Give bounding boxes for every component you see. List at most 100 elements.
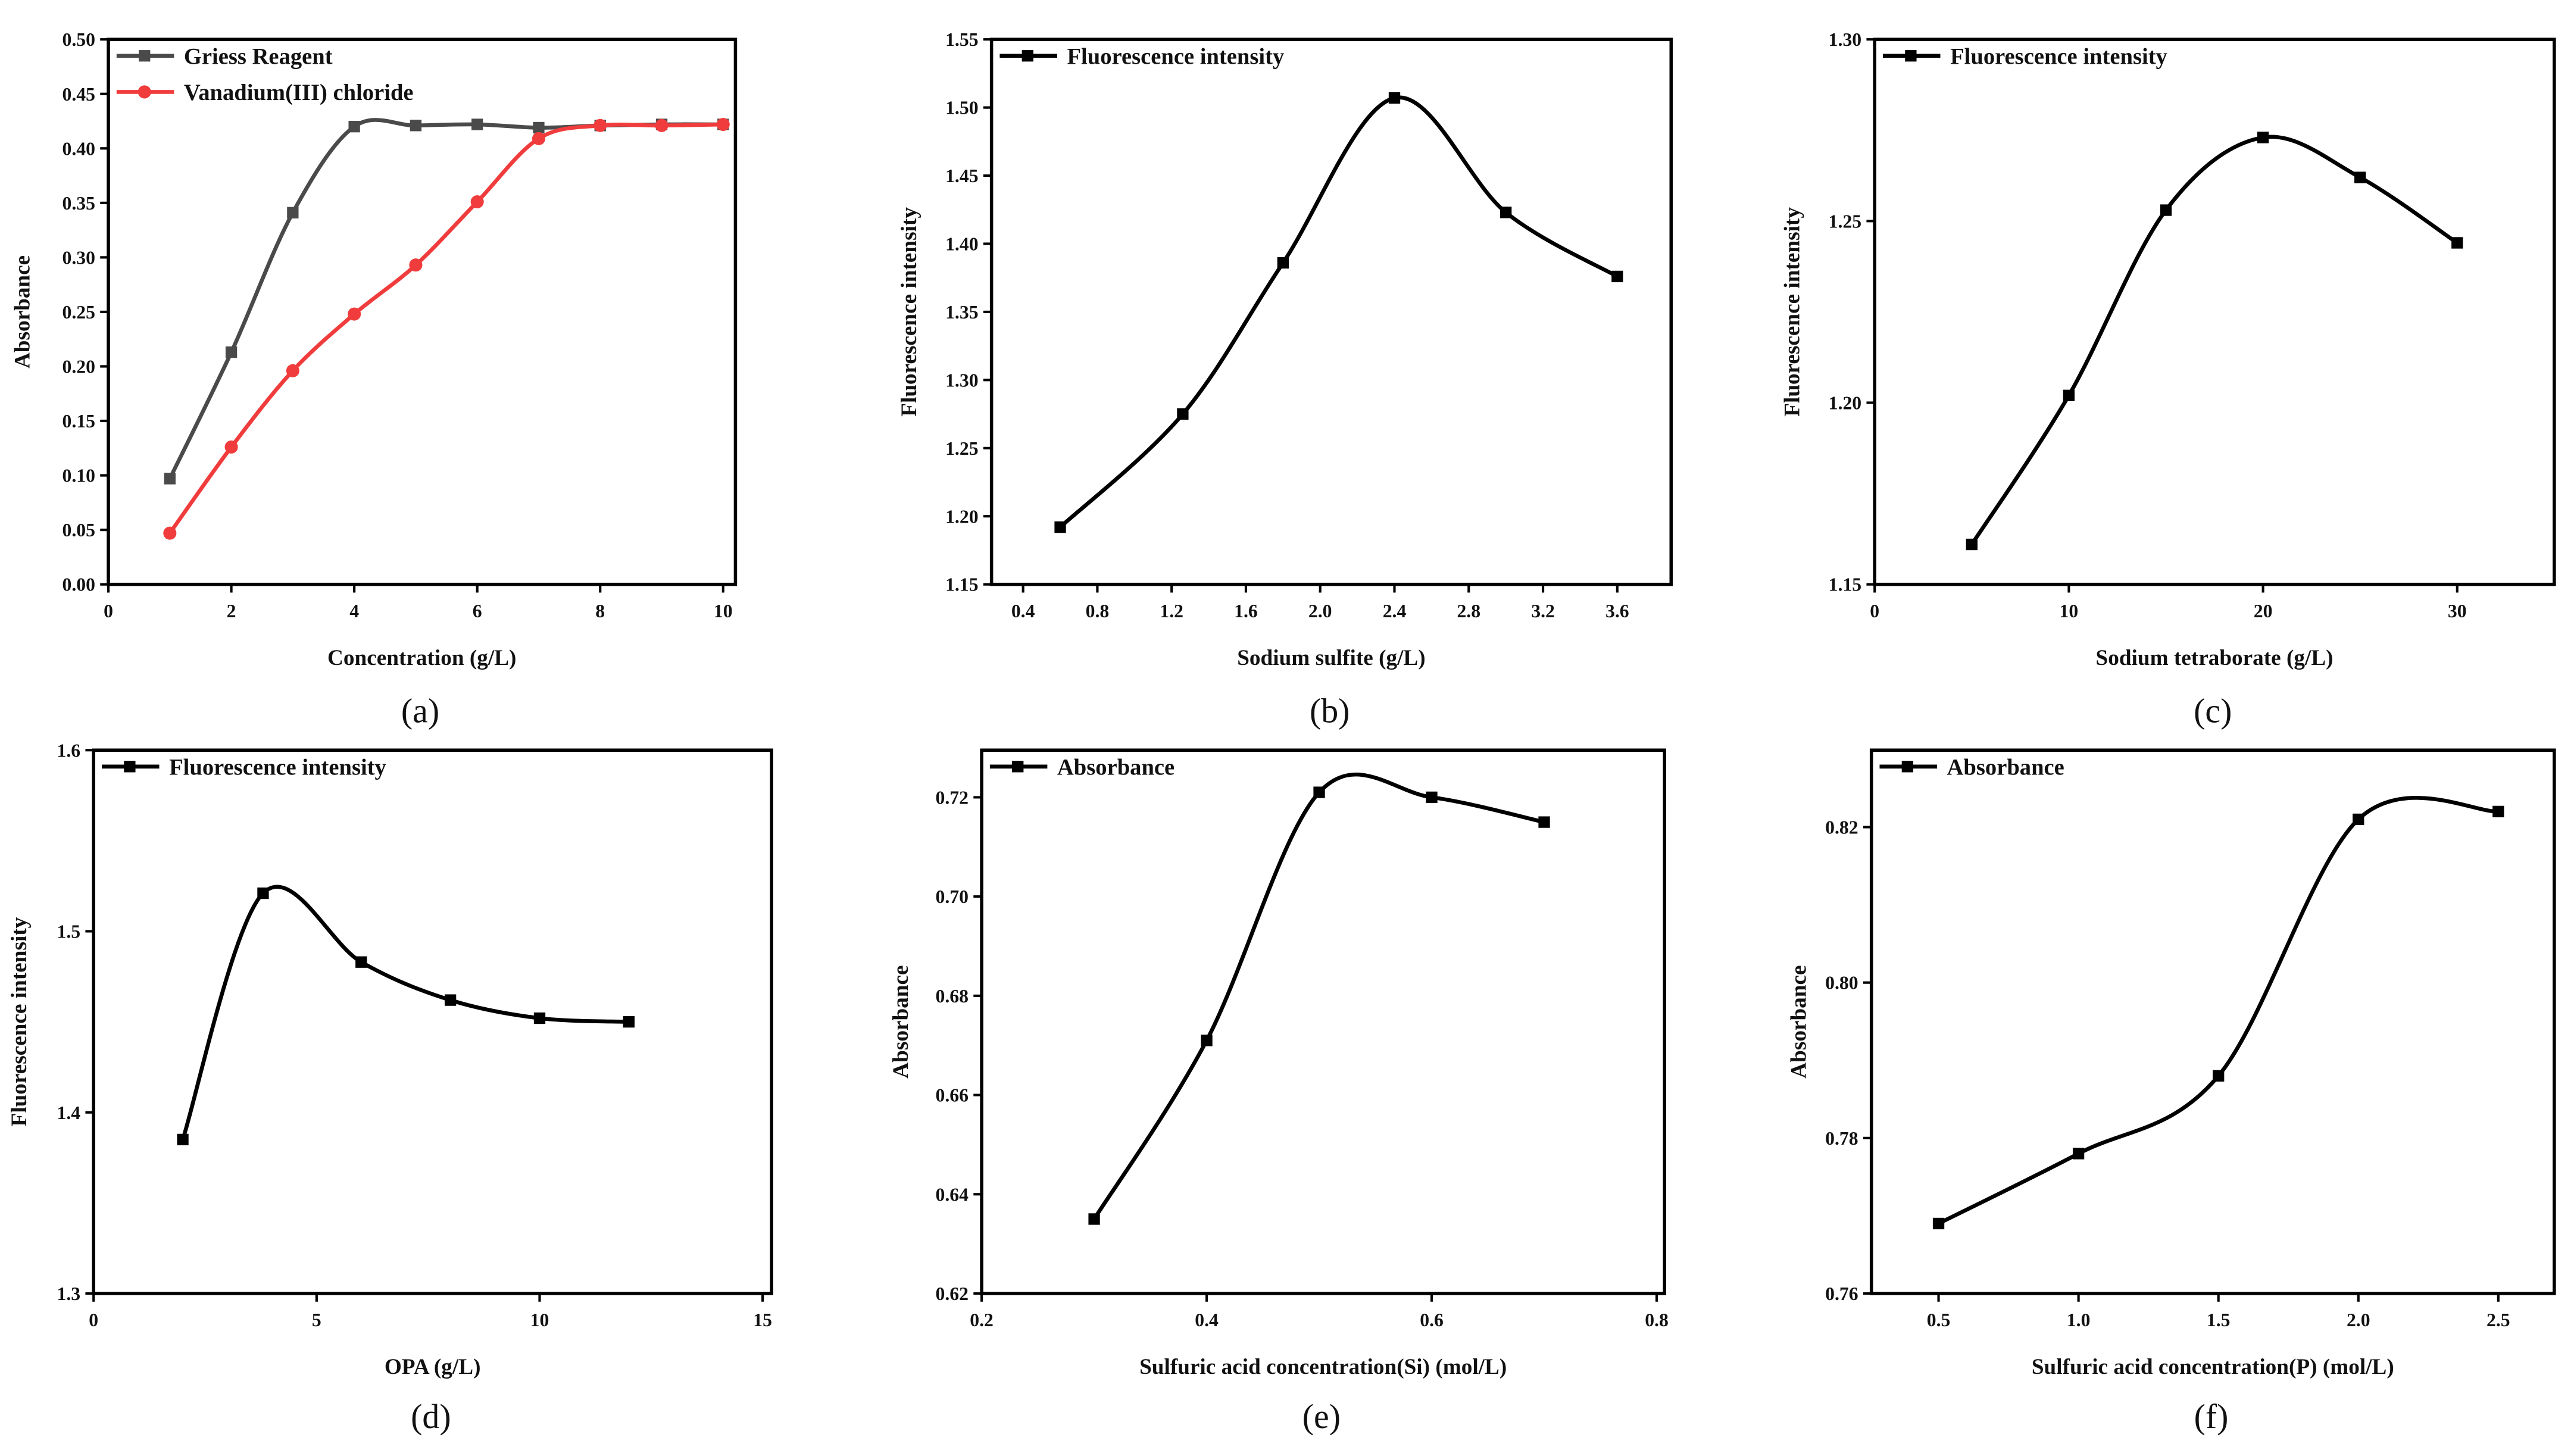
legend-label: Absorbance [1947,755,2064,780]
legend-label: Griess Reagent [184,45,333,70]
data-point [224,440,238,454]
legend-label: Vanadium(III) chloride [184,80,414,105]
data-point [2213,1070,2225,1082]
y-tick-label: 0.62 [936,1283,969,1304]
x-tick-label: 2 [227,601,236,621]
panel-label: (b) [1310,691,1350,730]
legend-label: Absorbance [1057,755,1174,780]
y-axis-title: Absorbance [1786,965,1811,1078]
x-tick-label: 5 [312,1310,321,1330]
y-tick-label: 1.30 [1829,29,1861,50]
y-tick-label: 1.4 [57,1102,81,1123]
y-tick-label: 0.80 [1825,973,1858,993]
data-point [410,120,422,132]
series-line [1092,772,1545,1220]
data-point [257,887,269,899]
y-axis-title: Absorbance [11,255,35,368]
y-tick-label: 0.70 [936,886,969,907]
data-point [1500,207,1512,218]
x-tick-label: 3.2 [1531,601,1555,621]
plot-frame [989,38,1673,586]
panel-d: 0 5 10 15 1.3 1.4 1.5 1.6 OPA (g/L) Fluorescence … [7,740,773,1436]
x-tick-label: 20 [2254,601,2273,621]
legend-marker [1905,50,1917,62]
panel-a: 0 2 4 6 8 10 0.00 0.05 0.10 0.15 0.20 0.25 0.30 0.35 0… [11,29,738,730]
data-point [1088,1213,1100,1225]
data-point [163,526,177,540]
x-tick-label: 0.8 [1645,1310,1669,1330]
x-tick-label: 1.6 [1234,601,1258,621]
data-point [716,117,730,132]
data-point [533,1012,546,1024]
x-tick-label: 30 [2448,601,2467,621]
series-line [168,118,723,480]
series-fluorescence-intensity: Fluorescence intensity [102,755,635,1146]
series-absorbance: Absorbance [1879,755,2504,1230]
panel-label: (c) [2194,691,2232,730]
y-tick-label: 0.66 [936,1085,969,1106]
x-axis-title: Sodium sulfite (g/L) [1237,646,1425,670]
y-tick-label: 0.15 [62,411,95,432]
data-point [2451,237,2463,249]
x-axis-title: Sulfuric acid concentration(P) (mol/L) [2032,1355,2394,1379]
data-point [2257,132,2269,143]
x-tick-label: 3.6 [1605,601,1629,621]
x-axis-title: Sodium tetraborate (g/L) [2096,646,2334,670]
y-tick-label: 1.6 [57,740,81,761]
data-point [1277,257,1289,269]
plot-frame [1873,38,2556,586]
data-point [655,118,669,132]
y-tick-label: 0.72 [936,787,969,808]
x-tick-label: 4 [349,601,359,621]
panel-label: (d) [411,1397,451,1436]
panel-label: (f) [2194,1397,2229,1436]
y-tick-label: 0.78 [1825,1128,1858,1149]
y-tick-label: 0.50 [62,29,95,50]
legend-marker [1022,50,1033,62]
y-tick-label: 1.3 [57,1283,81,1304]
panel-label: (a) [401,691,439,730]
data-point [1966,538,1978,551]
y-tick-label: 0.10 [62,465,95,486]
data-point [1538,816,1550,828]
data-point [348,121,360,133]
series-line [180,885,629,1141]
y-axis-title: Fluorescence intensity [1780,207,1804,417]
series-line [168,122,723,535]
plot-frame [92,748,773,1295]
data-point [444,994,457,1006]
y-tick-label: 0.00 [62,574,95,595]
x-tick-label: 1.2 [1160,601,1183,621]
x-tick-label: 0.6 [1420,1310,1444,1330]
data-point [471,118,483,130]
data-point [1611,270,1623,283]
x-tick-label: 1.0 [2067,1310,2091,1330]
panel-c: 0 10 20 30 1.15 1.20 1.25 1.30 Sodium tetraborat… [1780,29,2556,730]
data-point [1177,408,1189,420]
y-tick-label: 0.35 [62,193,95,214]
x-tick-label: 6 [473,601,482,621]
data-point [1054,521,1066,533]
x-tick-label: 10 [530,1310,549,1330]
data-point [348,307,361,321]
data-point [1426,791,1438,804]
data-point [2353,813,2364,826]
data-point [1388,92,1401,104]
y-tick-label: 1.15 [945,574,978,595]
x-tick-label: 0 [104,601,113,621]
y-axis-title: Fluorescence intensity [897,207,921,417]
y-tick-label: 0.40 [62,138,95,159]
legend-marker [1012,761,1024,773]
plot-frame [980,748,1667,1295]
y-tick-label: 0.76 [1825,1283,1858,1304]
x-tick-label: 0.4 [1011,601,1035,621]
y-tick-label: 0.30 [62,247,95,268]
panel-f: 0.5 1.0 1.5 2.0 2.5 0.76 0.78 0.80 0.82 Sulfuric … [1786,748,2556,1436]
data-point [2160,204,2172,216]
series-griess-reagent: Griess Reagent [116,45,729,485]
y-axis-title: Absorbance [889,965,913,1078]
y-tick-label: 1.35 [945,302,978,323]
panel-label: (e) [1302,1397,1341,1436]
y-tick-label: 1.55 [945,29,978,50]
data-point [533,121,545,134]
